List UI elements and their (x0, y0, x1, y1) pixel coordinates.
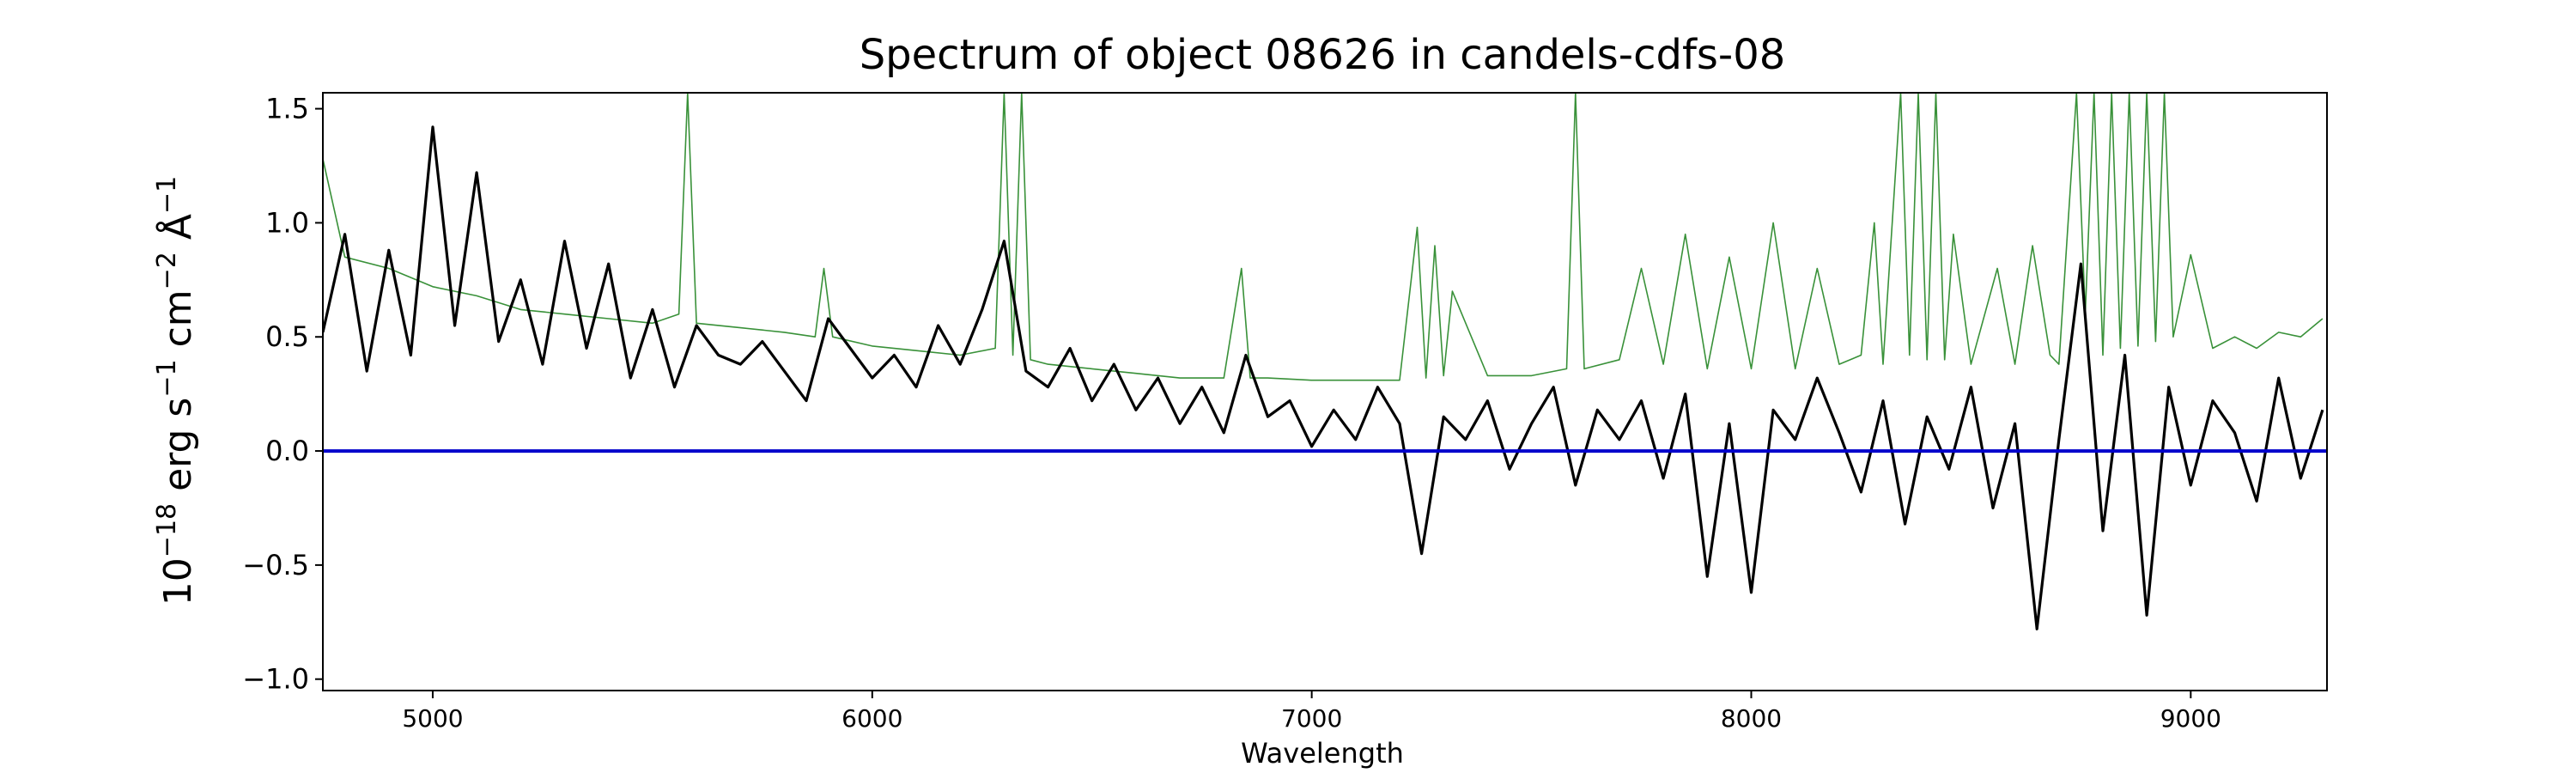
x-tick-label: 7000 (1281, 704, 1342, 733)
chart-title: Spectrum of object 08626 in candels-cdfs… (860, 31, 1786, 79)
y-tick-label: 0.5 (265, 320, 309, 353)
series-line-flux (323, 125, 2324, 630)
y-tick-label: 0.0 (265, 435, 309, 467)
x-axis-label: Wavelength (1241, 737, 1404, 770)
x-tick-label: 9000 (2160, 704, 2221, 733)
y-tick-label: −1.0 (242, 663, 309, 696)
y-tick-label: 1.0 (265, 206, 309, 239)
x-tick-label: 6000 (841, 704, 902, 733)
plot-frame (322, 92, 2328, 691)
y-axis-label: 10−18 erg s−1 cm−2 Å−1 (152, 176, 200, 606)
y-tick-label: 1.5 (265, 93, 309, 125)
axis-ticks: 5000 6000 7000 8000 9000 −1.0 −0.5 0.0 0.5 1.0 1.5 (242, 93, 2221, 733)
x-tick-label: 8000 (1721, 704, 1782, 733)
y-tick-label: −0.5 (242, 549, 309, 581)
series-line-noise (323, 93, 2324, 381)
plot-series (323, 93, 2327, 630)
svg-text:10−18 erg s−1 cm−2 Å−1: 10−18 erg s−1 cm−2 Å−1 (152, 176, 200, 606)
x-tick-label: 5000 (402, 704, 463, 733)
